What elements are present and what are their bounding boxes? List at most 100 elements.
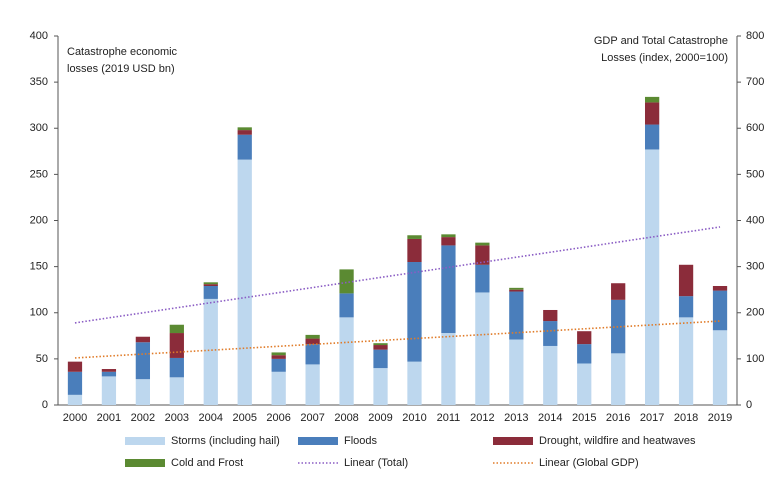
x-tick-label: 2009 [368,412,392,424]
bar-segment [101,371,117,377]
x-tick-label: 2016 [606,412,630,424]
legend-swatch [125,437,165,445]
bar-segment [678,296,694,318]
bar-segment [135,342,151,380]
bar-segment [475,242,490,246]
bar-segment [712,290,728,331]
bar-segment [373,345,388,350]
bar-segment [509,291,524,340]
trend-line [74,320,721,359]
bar-segment [678,317,694,405]
x-tick-label: 2006 [266,412,290,424]
y-axis-label: Catastrophe economic [67,46,178,58]
y-tick-label: 400 [30,30,48,42]
y-tick-label: 350 [30,76,48,88]
bar-segment [712,285,728,291]
bar-segment [339,269,354,294]
bar-segment [101,376,117,405]
bar-segment [135,336,151,343]
bar-segment [271,352,286,356]
y-tick-label: 0 [42,399,48,411]
bar-segment [67,394,83,405]
y2-tick-label: 400 [746,214,764,226]
y-tick-label: 250 [30,168,48,180]
bar-segment [577,344,592,364]
bar-segment [271,355,286,359]
y2-tick-label: 100 [746,353,764,365]
bar-segment [169,357,184,378]
bar-segment [407,262,422,362]
legend-label: Cold and Frost [171,457,243,469]
bar-segment [237,134,252,160]
bar-segment [305,338,320,345]
bar-segment [543,345,558,405]
bar-segment [407,235,422,239]
bar-segment [611,299,626,354]
legend-swatch [493,437,533,445]
x-tick-label: 2007 [300,412,324,424]
legend-label: Floods [344,435,378,447]
y2-axis-label: Losses (index, 2000=100) [601,52,728,64]
bar-segment [67,361,83,372]
legend-label: Drought, wildfire and heatwaves [539,435,696,447]
bar-segment [305,344,320,365]
bar-segment [339,317,354,405]
x-tick-label: 2013 [504,412,528,424]
x-tick-label: 2011 [437,412,461,424]
x-tick-label: 2005 [232,412,256,424]
bar-segment [203,284,218,286]
bar-segment [611,283,626,300]
bar-segment [441,237,456,246]
x-tick-label: 2015 [572,412,596,424]
x-tick-label: 2001 [97,412,121,424]
bar-segment [644,96,660,103]
x-tick-label: 2019 [708,412,732,424]
x-tick-label: 2003 [165,412,189,424]
y-tick-label: 50 [36,353,48,365]
y2-tick-label: 200 [746,307,764,319]
bar-segment [543,321,558,346]
y-axis-label: losses (2019 USD bn) [67,63,175,75]
bar-segment [237,127,252,131]
bar-segment [135,379,151,405]
bar-segment [271,358,286,372]
y-tick-label: 150 [30,261,48,273]
bar-segment [407,238,422,263]
legend-swatch [298,437,338,445]
bar-segment [169,377,184,405]
bar-segment [475,245,490,265]
bar-segment [407,361,422,405]
bar-segment [644,124,660,150]
bar-segment [373,368,388,405]
y2-tick-label: 700 [746,76,764,88]
bar-segment [611,353,626,405]
bar-segment [67,371,83,395]
bar-segment [644,149,660,405]
x-tick-label: 2004 [199,412,223,424]
bar-segment [678,264,694,297]
legend-label: Linear (Total) [344,457,408,469]
x-tick-label: 2000 [63,412,87,424]
bar-segment [271,371,286,405]
bar-segment [577,363,592,405]
bar-segment [543,309,558,322]
y2-tick-label: 800 [746,30,764,42]
bar-segment [475,264,490,293]
bar-segment [203,298,218,405]
x-tick-label: 2010 [402,412,426,424]
x-tick-label: 2018 [674,412,698,424]
y-tick-label: 300 [30,122,48,134]
bar-segment [101,369,117,372]
y2-tick-label: 600 [746,122,764,134]
bar-segment [203,282,218,285]
x-tick-label: 2008 [334,412,358,424]
x-tick-label: 2012 [470,412,494,424]
bar-segment [509,287,524,290]
bar-segment [577,331,592,345]
bar-segment [441,245,456,334]
x-tick-label: 2017 [640,412,664,424]
bar-segment [509,289,524,292]
y-tick-label: 100 [30,307,48,319]
bar-segment [509,339,524,405]
